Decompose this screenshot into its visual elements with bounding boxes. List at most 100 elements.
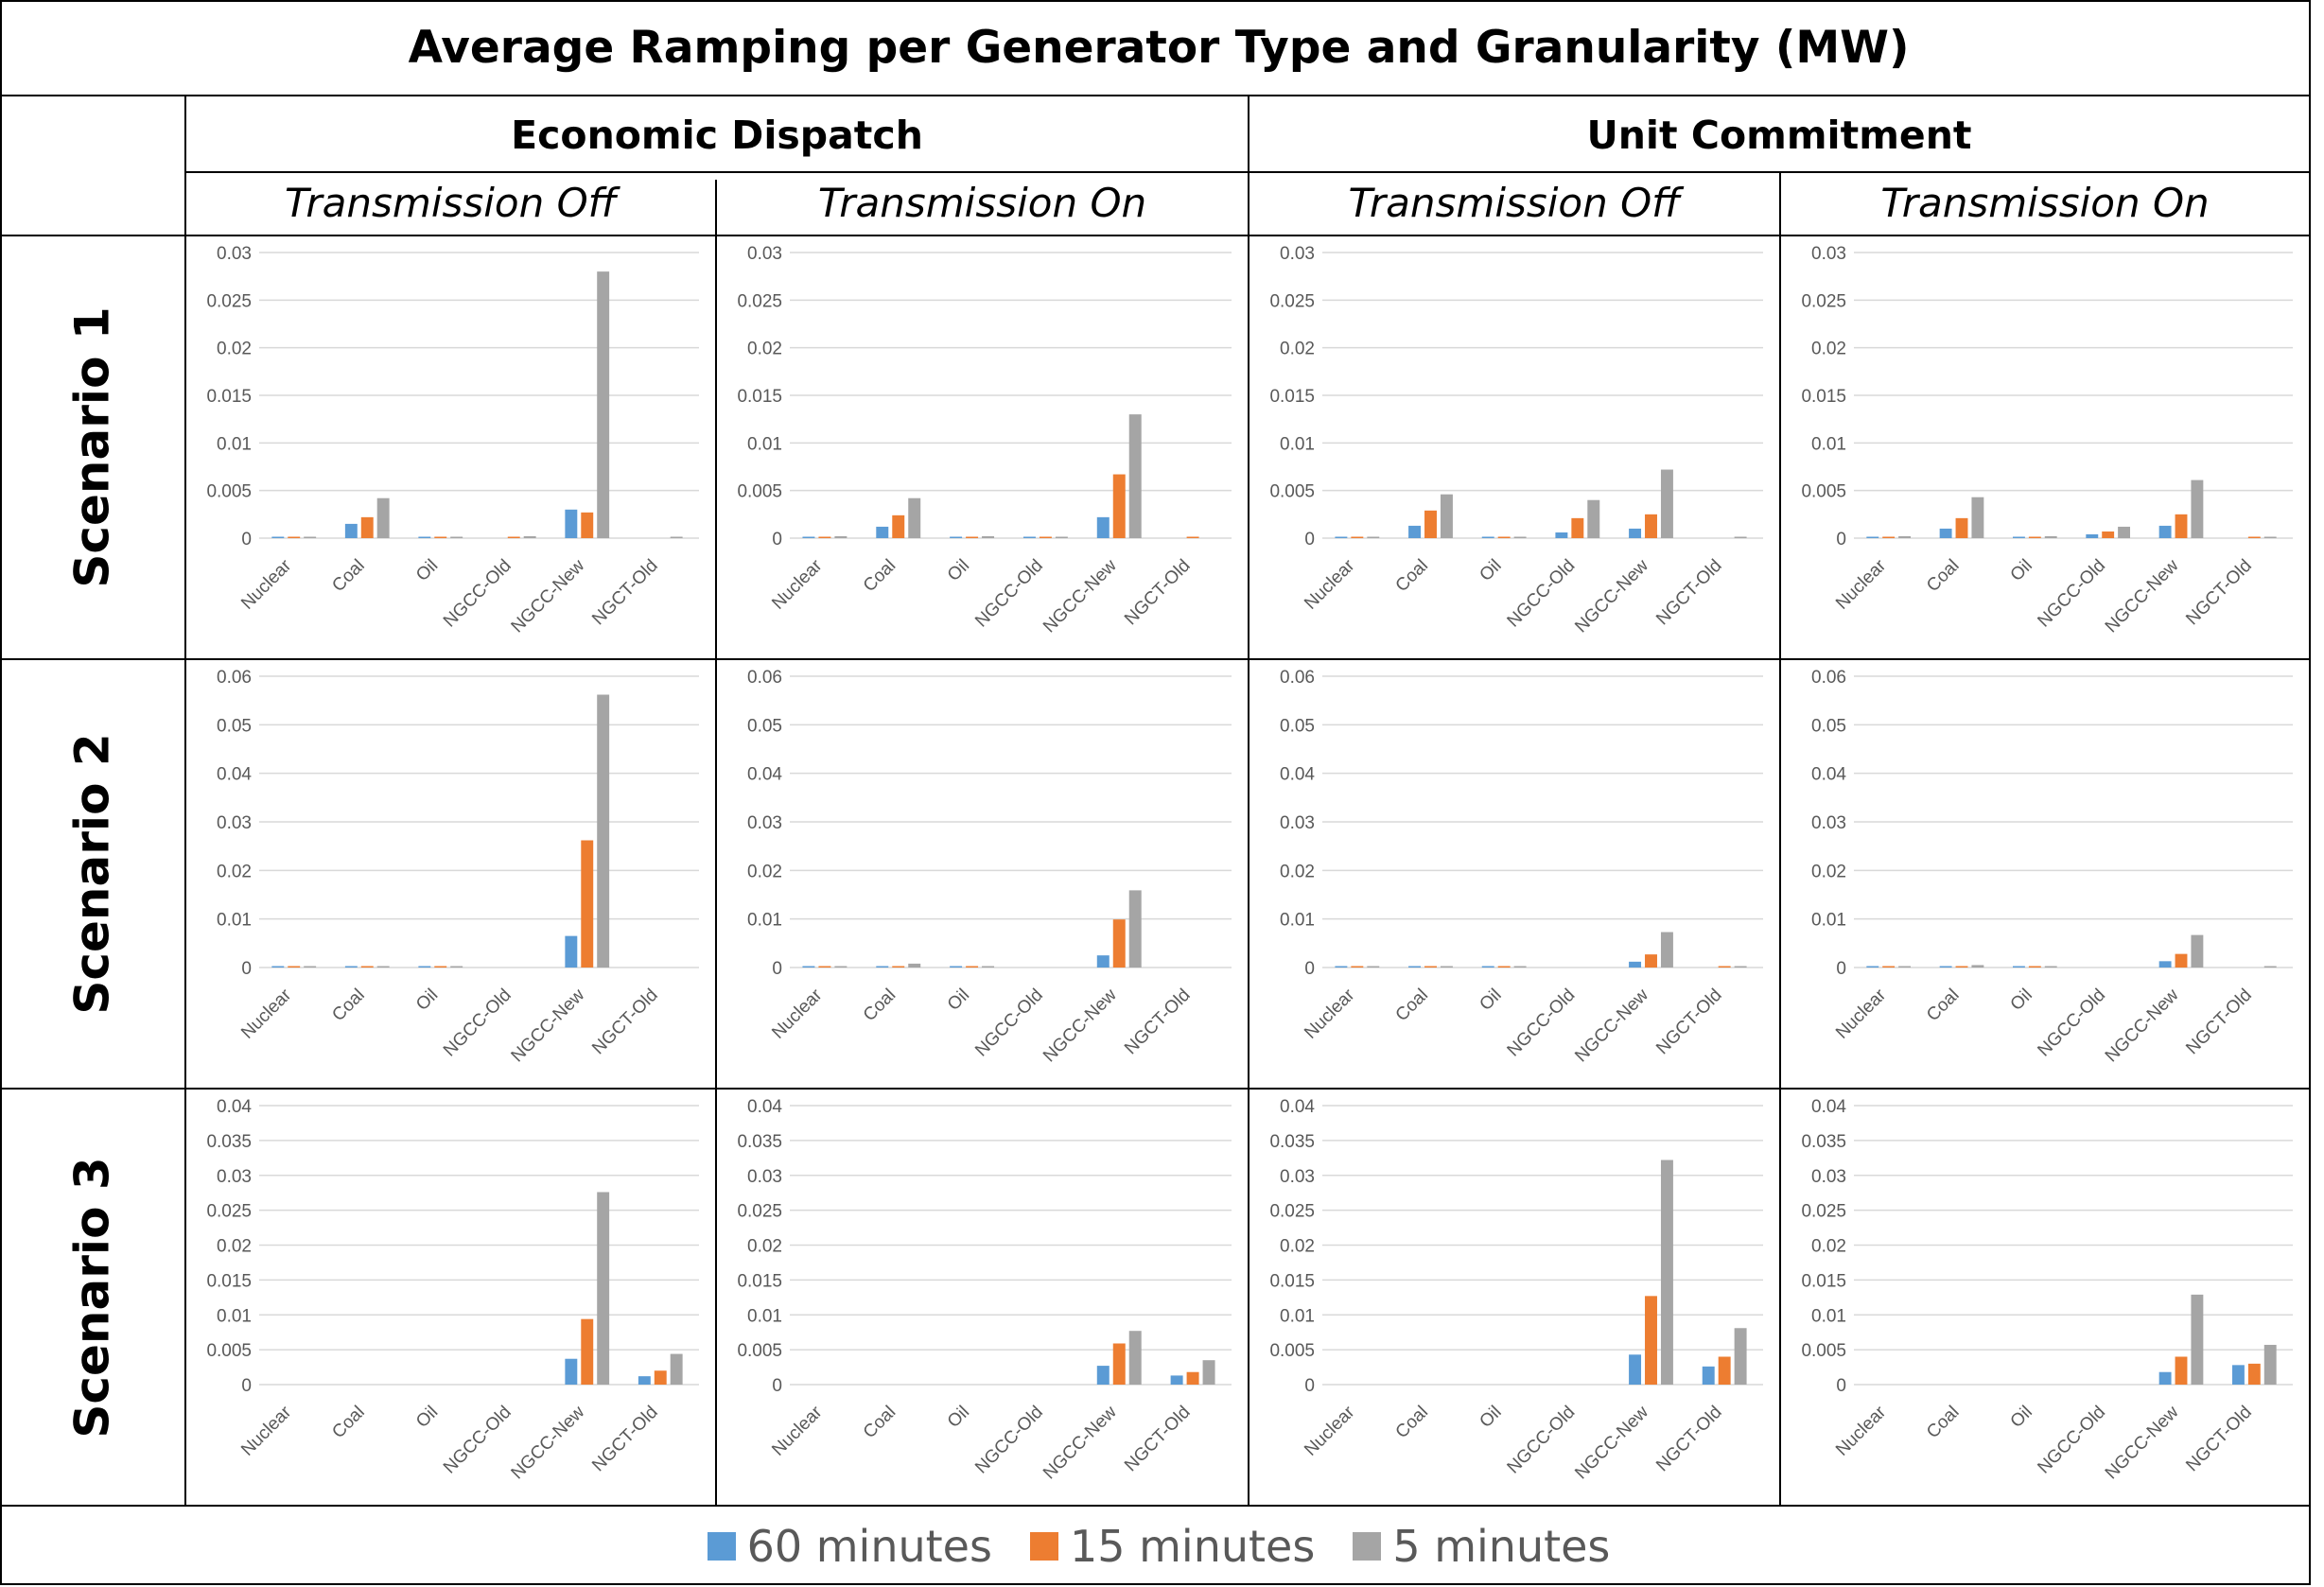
y-tick-label: 0.025 [206,291,252,311]
x-tick-label: Coal [1923,1403,1963,1442]
bar [1660,932,1673,968]
y-tick-label: 0.05 [1280,716,1315,736]
row-label-scenario-3: Scenario 3 [0,1089,185,1506]
y-tick-label: 0.04 [217,765,252,785]
subgroup-title-uc-transmission-off: Transmission Off [1348,180,1681,226]
x-tick-label: Oil [1476,556,1505,585]
bar [1882,966,1896,968]
bar-chart-2: 0 0.005 0.01 0.015 0.02 0.025 0.03 Nuclear Coal O… [737,244,1232,637]
bar [892,966,905,968]
bar [1629,528,1642,538]
bar [565,1358,578,1385]
y-tick-label: 0.02 [217,1237,252,1257]
x-tick-label: Oil [944,985,973,1015]
y-tick-label: 0.015 [1801,387,1846,407]
bar [802,536,815,538]
bar [1497,966,1511,968]
bar [638,1376,651,1385]
bar [2263,1344,2277,1385]
y-tick-label: 0.025 [737,291,782,311]
bar [982,966,995,968]
x-tick-label: NGCC-New [2102,1402,2183,1483]
bar [1898,966,1911,968]
x-tick-label: NGCC-Old [971,1403,1047,1478]
bar [271,966,285,968]
x-tick-label: Oil [2007,556,2036,585]
bar [450,966,463,968]
y-tick-label: 0.035 [206,1132,252,1152]
y-tick-label: 0 [772,1376,782,1396]
legend-label: 60 minutes [746,1521,992,1572]
x-tick-label: NGCC-New [1040,555,1121,637]
y-tick-label: 0.02 [747,862,782,881]
y-tick-label: 0.02 [747,1237,782,1257]
y-tick-label: 0 [1836,1376,1846,1396]
y-tick-label: 0.04 [747,765,782,785]
y-tick-label: 0 [772,530,782,549]
bar [1955,517,1968,538]
x-tick-label: NGCC-Old [440,985,515,1061]
y-tick-label: 0.04 [1280,765,1315,785]
y-tick-label: 0.05 [747,716,782,736]
bar [1202,1360,1215,1385]
y-tick-label: 0.03 [1811,244,1846,264]
y-tick-label: 0.04 [1280,1097,1315,1117]
bar [1629,961,1642,968]
bar [2118,526,2130,538]
y-tick-label: 0.005 [1801,1341,1846,1361]
bar [344,966,358,968]
legend-swatch [707,1532,736,1561]
bar [876,966,889,968]
x-tick-label: Coal [1392,1403,1432,1442]
row-label-scenario-2: Scenario 2 [0,659,185,1089]
x-tick-label: NGCC-Old [1504,556,1580,632]
bar-chart-12: 0 0.005 0.01 0.015 0.02 0.025 0.03 0.035 0.04 Nuc… [1801,1097,2293,1483]
bar-chart-3: 0 0.005 0.01 0.015 0.02 0.025 0.03 Nuclear Coal O… [1269,244,1763,637]
bar [818,966,831,968]
row-label-text: Scenario 3 [65,1156,120,1439]
bar [1481,536,1494,538]
x-tick-label: Nuclear [237,1402,296,1460]
x-tick-label: NGCC-New [508,985,589,1066]
bar [670,536,683,538]
bar [1971,965,1984,968]
bar [597,694,610,968]
x-tick-label: NGCT-Old [1121,1403,1195,1476]
bar [876,526,889,538]
bar [1629,1354,1642,1385]
bar [966,536,979,538]
y-tick-label: 0.03 [1280,813,1315,833]
bar [2191,1294,2204,1385]
y-tick-label: 0.015 [206,1271,252,1291]
y-tick-label: 0.02 [1811,1237,1846,1257]
bar [376,966,390,968]
y-tick-label: 0.04 [747,1097,782,1117]
bar [1718,1356,1731,1385]
bar [1734,536,1747,538]
x-tick-label: NGCC-New [1571,555,1652,637]
bar [450,536,463,538]
y-tick-label: 0 [1836,959,1846,979]
bar [565,935,578,968]
x-tick-label: Coal [328,1403,368,1442]
bar [434,966,447,968]
y-tick-label: 0.01 [1811,434,1846,454]
bar [2013,966,2025,968]
bar [802,966,815,968]
bar [818,536,831,538]
bar [1186,536,1199,538]
x-tick-label: Coal [1392,985,1432,1025]
bar [418,966,431,968]
x-tick-label: Nuclear [237,985,296,1043]
x-tick-label: Coal [860,985,900,1025]
bar [1866,966,1879,968]
bar [1096,1366,1110,1385]
legend-swatch [1353,1532,1382,1561]
y-tick-label: 0.05 [217,716,252,736]
bar [1555,532,1568,538]
x-tick-label: NGCT-Old [1652,1403,1726,1476]
